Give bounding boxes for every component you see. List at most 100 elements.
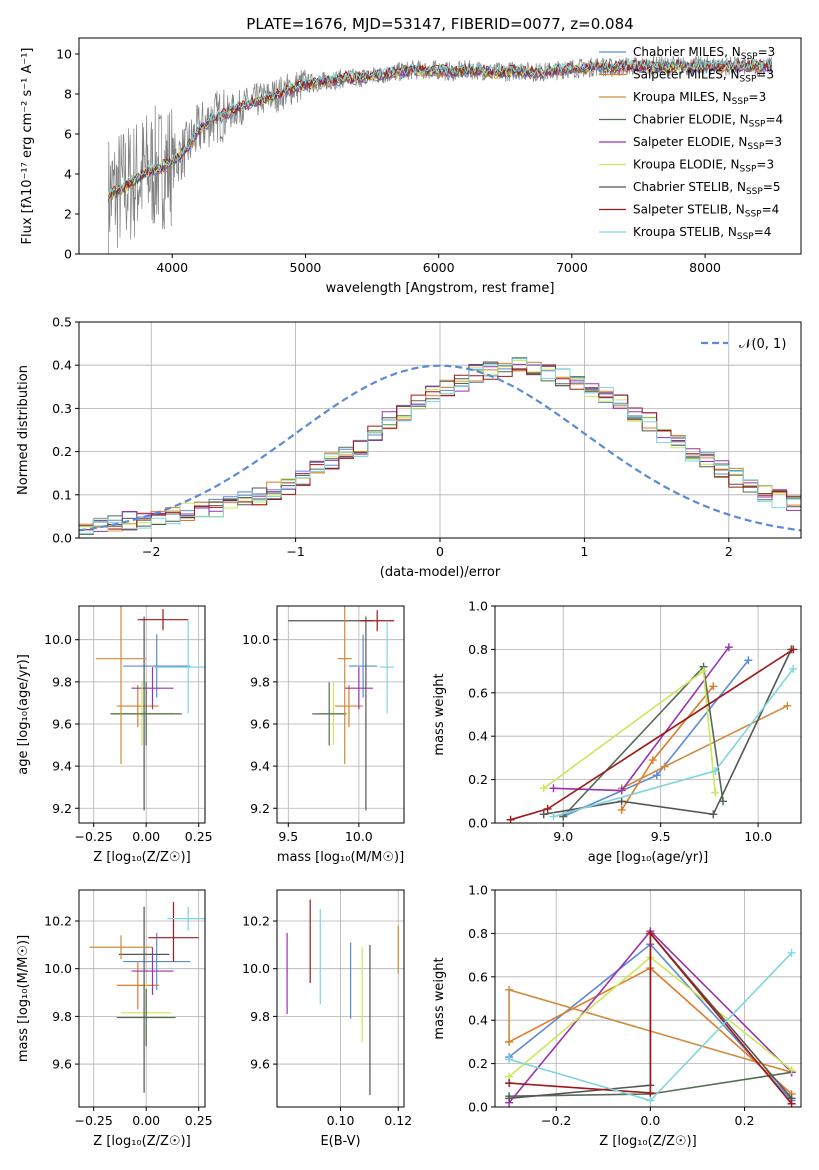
y-axis-label: age [log₁₀(age/yr)] xyxy=(16,654,31,775)
y-tick-label: 1.0 xyxy=(468,883,488,898)
weight-marker xyxy=(646,929,655,938)
y-axis-label: mass weight xyxy=(432,957,447,1039)
y-tick-label: 10 xyxy=(56,47,72,62)
y-axis-label: mass [log₁₀(M/M☉)] xyxy=(16,935,31,1062)
y-tick-label: 0.4 xyxy=(52,358,72,373)
legend-label: Salpeter MILES, NSSP=3 xyxy=(633,68,774,85)
plot-area xyxy=(89,901,205,1093)
chart-mass-vs-Z: −0.25 0.00 0.25 9.6 9.8 10.0 10.2 Z [log₁₀(Z/Z☉… xyxy=(16,889,213,1149)
weight-marker xyxy=(505,1094,514,1103)
y-tick-label: 0.6 xyxy=(468,685,488,700)
axes-frame xyxy=(494,605,802,824)
weight-marker xyxy=(783,701,792,710)
legend-label: 𝒩(0, 1) xyxy=(739,337,786,352)
y-tick-label: 0.3 xyxy=(52,401,72,416)
weight-marker xyxy=(549,784,558,793)
x-tick-label: 8000 xyxy=(689,260,721,275)
y-tick-label: 9.2 xyxy=(250,801,270,816)
y-tick-label: 9.6 xyxy=(52,716,72,731)
y-tick-label: 0.0 xyxy=(468,816,488,831)
weight-marker xyxy=(505,1037,514,1046)
y-tick-label: 10.0 xyxy=(44,632,72,647)
y-tick-label: 0.0 xyxy=(52,531,72,546)
chart-age-vs-mass: 9.5 10.0 9.2 9.4 9.6 9.8 10.0 mass [log₁₀(M/M☉)… xyxy=(242,605,405,865)
y-tick-label: 0.6 xyxy=(468,969,488,984)
y-tick-label: 0.8 xyxy=(468,926,488,941)
chart-weight-vs-age: 9.0 9.5 10.0 0.0 0.2 0.4 0.6 0.8 1.0 age [log₁₀(a… xyxy=(432,599,802,865)
y-tick-label: 0.1 xyxy=(52,487,72,502)
legend-label: Salpeter ELODIE, NSSP=3 xyxy=(633,135,782,152)
chart-mass-vs-ebv: 0.10 0.12 9.6 9.8 10.0 10.2 E(B-V) xyxy=(242,889,412,1149)
y-tick-label: 0.0 xyxy=(468,1100,488,1115)
weight-marker xyxy=(539,810,548,819)
y-tick-label: 0.4 xyxy=(468,1013,488,1028)
normal-curve xyxy=(79,364,801,532)
x-axis-label: wavelength [Angstrom, rest frame] xyxy=(326,281,555,296)
x-tick-label: 0.2 xyxy=(735,1113,755,1128)
y-tick-label: 9.4 xyxy=(52,759,72,774)
weight-marker xyxy=(699,667,708,676)
weight-marker xyxy=(505,1055,514,1064)
plot-area xyxy=(79,357,801,535)
legend: 𝒩(0, 1) xyxy=(701,337,786,352)
axes-frame xyxy=(276,605,405,824)
x-tick-label: 5000 xyxy=(290,260,322,275)
weight-marker xyxy=(787,1066,796,1075)
weight-marker xyxy=(719,797,728,806)
x-tick-label: 0.0 xyxy=(640,1113,660,1128)
axes-frame xyxy=(494,889,802,1108)
weight-marker xyxy=(549,812,558,821)
axes-frame xyxy=(78,889,206,1108)
y-tick-label: 9.4 xyxy=(250,759,270,774)
y-tick-label: 10.2 xyxy=(242,914,270,929)
x-tick-label: 9.5 xyxy=(651,829,671,844)
x-axis-label: (data-model)/error xyxy=(380,565,501,580)
y-tick-label: 0.2 xyxy=(468,772,488,787)
x-axis-label: Z [log₁₀(Z/Z☉)] xyxy=(93,1134,190,1149)
x-axis-label: mass [log₁₀(M/M☉)] xyxy=(277,850,404,865)
y-tick-label: 0.5 xyxy=(52,315,72,330)
plot-area xyxy=(95,606,205,811)
x-tick-label: 0.00 xyxy=(132,829,160,844)
weight-marker xyxy=(660,762,669,771)
y-tick-label: 9.8 xyxy=(52,1009,72,1024)
weight-marker xyxy=(652,771,661,780)
y-tick-label: 9.6 xyxy=(250,1057,270,1072)
weight-marker xyxy=(646,1088,655,1097)
plot-area xyxy=(286,899,399,1096)
y-tick-label: 8 xyxy=(64,87,72,102)
x-tick-label: 0.12 xyxy=(384,1113,412,1128)
histogram-step xyxy=(79,358,801,534)
x-tick-label: −0.2 xyxy=(541,1113,571,1128)
legend-label: Chabrier MILES, NSSP=3 xyxy=(633,45,775,62)
weight-marker xyxy=(539,784,548,793)
weight-marker xyxy=(543,804,552,813)
plot-area xyxy=(506,643,798,823)
y-tick-label: 1.0 xyxy=(468,599,488,614)
legend-label: Salpeter STELIB, NSSP=4 xyxy=(633,203,779,220)
y-tick-label: 9.8 xyxy=(52,674,72,689)
model-spectrum-line xyxy=(107,58,773,199)
weight-marker xyxy=(617,797,626,806)
x-tick-label: −2 xyxy=(142,544,160,559)
x-tick-label: 0.25 xyxy=(185,829,213,844)
weight-marker xyxy=(711,788,720,797)
y-axis-label: Normed distribution xyxy=(16,365,31,495)
weight-marker xyxy=(617,805,626,814)
weight-line xyxy=(509,931,793,1105)
legend-label: Chabrier STELIB, NSSP=5 xyxy=(633,180,781,197)
x-tick-label: 0.25 xyxy=(185,1113,213,1128)
figure-title: PLATE=1676, MJD=53147, FIBERID=0077, z=0… xyxy=(246,15,633,33)
x-tick-label: 0.10 xyxy=(327,1113,355,1128)
x-tick-label: −0.25 xyxy=(75,1113,113,1128)
x-tick-label: 6000 xyxy=(423,260,455,275)
weight-marker xyxy=(505,985,514,994)
y-tick-label: 0.4 xyxy=(468,729,488,744)
x-tick-label: 1 xyxy=(580,544,588,559)
legend-label: Kroupa STELIB, NSSP=4 xyxy=(633,225,771,242)
x-tick-label: 9.5 xyxy=(278,829,298,844)
y-tick-label: 10.0 xyxy=(44,961,72,976)
weight-marker xyxy=(789,664,798,673)
weight-marker xyxy=(789,645,798,654)
